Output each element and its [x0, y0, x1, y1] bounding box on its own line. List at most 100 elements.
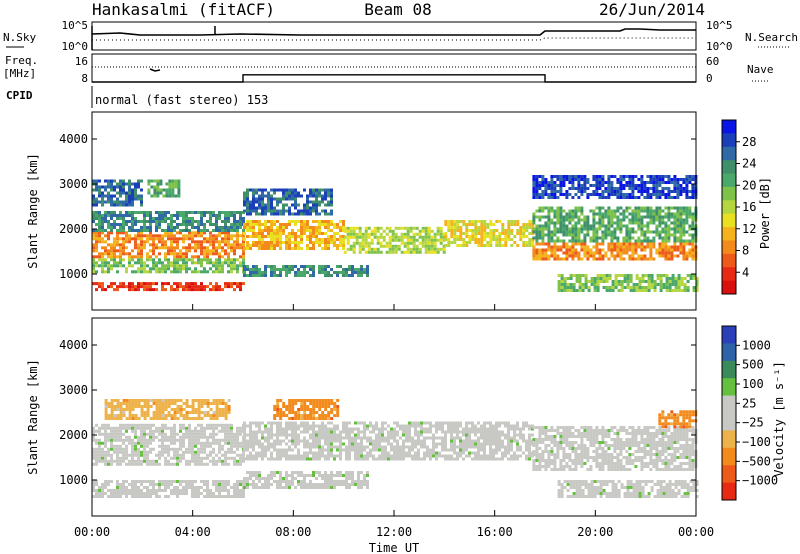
power-cell	[327, 200, 330, 204]
power-cell	[619, 224, 623, 228]
noise-right-tick-bottom: 10^0	[706, 40, 733, 53]
power-cell	[610, 175, 614, 178]
power-cell	[415, 244, 419, 248]
power-cell	[155, 267, 158, 271]
velocity-cell	[230, 450, 233, 454]
power-cell	[291, 188, 294, 192]
velocity-cell	[116, 462, 119, 466]
velocity-cell	[131, 426, 134, 430]
power-cell	[673, 190, 677, 193]
power-cell	[673, 215, 677, 219]
power-cell	[673, 245, 677, 249]
power-cell	[692, 289, 696, 292]
velocity-cell	[333, 424, 336, 428]
power-cell	[264, 220, 267, 223]
power-cell	[306, 238, 309, 241]
velocity-cell	[218, 486, 221, 489]
velocity-cell	[357, 421, 360, 425]
power-cell	[664, 236, 668, 240]
velocity-cell	[206, 426, 209, 430]
power-cell	[656, 277, 660, 280]
velocity-cell	[309, 433, 312, 437]
power-cell	[667, 212, 671, 216]
power-cell	[134, 197, 137, 201]
power-cell	[637, 242, 641, 246]
power-cell	[586, 181, 590, 184]
power-cell	[327, 194, 330, 198]
velocity-cell	[303, 445, 306, 449]
power-cell	[674, 283, 678, 286]
power-cell	[188, 288, 191, 292]
power-cell	[516, 232, 520, 235]
power-cell	[239, 223, 242, 226]
power-cell	[661, 187, 665, 190]
power-cell	[685, 215, 689, 219]
velocity-cell	[408, 445, 411, 449]
power-cell	[634, 196, 638, 199]
power-cell	[547, 224, 551, 228]
power-cell	[273, 206, 276, 210]
power-cell	[110, 197, 113, 201]
power-cell	[670, 190, 674, 193]
power-cell	[658, 230, 662, 234]
power-cell	[565, 257, 569, 261]
velocity-cell	[363, 424, 366, 428]
power-cell	[267, 226, 270, 229]
power-cell	[580, 178, 584, 181]
power-cell	[568, 209, 572, 213]
velocity-cell	[393, 439, 396, 443]
power-cell	[391, 247, 395, 251]
power-cell	[294, 241, 297, 244]
power-cell	[95, 203, 98, 207]
power-cell	[233, 243, 236, 247]
power-cell	[182, 223, 185, 226]
power-cell	[146, 285, 149, 289]
power-cell	[101, 267, 104, 271]
power-cell	[513, 220, 517, 223]
power-cell	[168, 194, 172, 198]
velocity-cell	[113, 438, 116, 442]
power-cell	[176, 237, 179, 241]
velocity-cell	[351, 448, 354, 452]
power-cell	[677, 274, 681, 277]
power-cell	[553, 190, 557, 193]
power-cell	[522, 244, 526, 247]
power-cell	[134, 229, 137, 232]
power-cell	[622, 178, 626, 181]
velocity-cell	[131, 459, 134, 463]
power-cell	[403, 235, 407, 239]
power-cell	[203, 237, 206, 241]
velocity-cell	[188, 426, 191, 430]
power-cell	[560, 289, 564, 292]
power-cell	[98, 231, 101, 235]
power-cell	[218, 243, 221, 247]
velocity-cell	[249, 433, 252, 437]
velocity-cell	[116, 489, 119, 492]
power-cell	[249, 200, 252, 204]
power-cell	[676, 218, 680, 222]
power-cell	[200, 285, 203, 289]
power-cell	[128, 261, 131, 265]
power-cell	[385, 250, 389, 254]
velocity-cell	[173, 462, 176, 466]
velocity-cell	[131, 480, 134, 483]
power-cell	[541, 257, 545, 261]
power-cell	[270, 238, 273, 241]
power-cell	[589, 248, 593, 252]
velocity-cell	[297, 457, 300, 461]
power-cell	[656, 283, 660, 286]
velocity-cell	[300, 454, 303, 458]
power-cell	[640, 233, 644, 237]
power-cell	[318, 226, 321, 229]
power-cell	[179, 282, 182, 286]
power-cell	[200, 261, 203, 265]
power-cell	[224, 282, 227, 286]
velocity-cell	[315, 433, 318, 437]
power-cell	[255, 244, 258, 247]
power-cell	[575, 274, 579, 277]
velocity-cell	[137, 399, 141, 402]
power-cell	[580, 206, 584, 210]
power-cell	[239, 246, 242, 250]
power-cell	[194, 255, 197, 259]
power-cell	[658, 178, 662, 181]
